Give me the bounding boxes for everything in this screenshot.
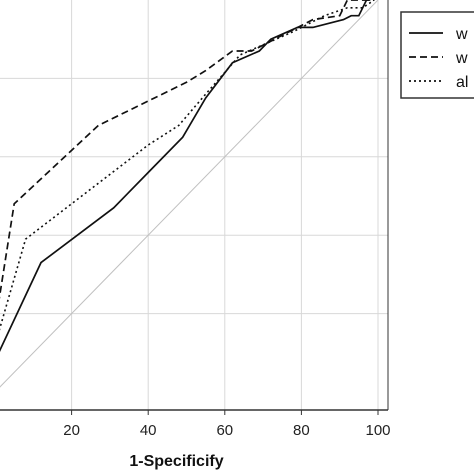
- x-ticks: 20 40 60 80 100: [63, 410, 391, 439]
- axes: [0, 0, 389, 411]
- series-line-solid: [0, 0, 371, 352]
- legend-label: w: [455, 50, 468, 67]
- series-line-dotted: [0, 0, 375, 331]
- legend-label: w: [455, 26, 468, 43]
- x-tick-label: 100: [365, 422, 390, 439]
- x-tick-label: 60: [216, 422, 233, 439]
- x-tick-label: 40: [140, 422, 157, 439]
- legend: ww al: [400, 11, 474, 99]
- x-tick-label: 20: [63, 422, 80, 439]
- series-line-dashed: [0, 0, 375, 300]
- legend-box: [400, 11, 474, 99]
- series-layer: [0, 0, 375, 352]
- reference-diagonal-line: [0, 0, 379, 388]
- x-tick-label: 80: [293, 422, 310, 439]
- legend-label: al: [456, 74, 468, 91]
- grid: [0, 0, 388, 410]
- x-axis-title: 1-Specificify: [129, 453, 223, 470]
